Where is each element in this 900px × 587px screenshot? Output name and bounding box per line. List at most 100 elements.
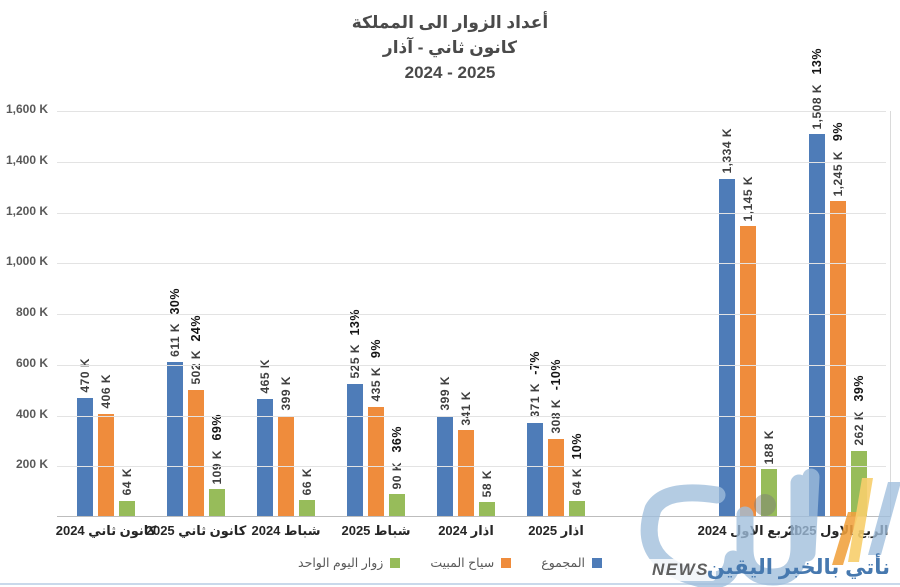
y-axis-label: 600 K: [15, 355, 48, 370]
bar-slot: 1,145 K: [740, 111, 756, 517]
bar-pct-label: 13%: [348, 308, 362, 336]
bar-group: 13% 525 K 9% 435 K 36% 90 K شباط 2025: [341, 111, 410, 538]
bar-one-day-visitors: [209, 489, 225, 517]
bar-label-stack: 36% 90 K: [390, 426, 404, 489]
bar-total: [167, 361, 183, 517]
gridline: [57, 466, 886, 468]
bar-group: 30% 611 K 24% 502 K 69% 109 K كانون ثاني 2025: [146, 111, 247, 538]
bar-slot: 36% 90 K: [389, 111, 405, 517]
bar-label-stack: 39% 262 K: [852, 375, 866, 445]
bar-value-label: 64 K: [120, 468, 134, 496]
legend-label: زوار اليوم الواحد: [298, 556, 384, 570]
bar-label-stack: -7% 371 K: [528, 351, 542, 418]
bar-total: [719, 178, 735, 517]
legend-swatch: [501, 557, 512, 568]
bar-overnight-tourists: [830, 201, 846, 517]
bar-label-stack: 341 K: [459, 391, 473, 426]
bar-value-label: 66 K: [300, 467, 314, 496]
bar-total: [347, 383, 363, 517]
x-axis-label: اذار 2024: [438, 523, 494, 538]
gridline: [57, 111, 886, 112]
bar-slot: 465 K: [257, 111, 273, 517]
bar-one-day-visitors: [851, 450, 867, 517]
bar-value-label: 1,245 K: [831, 150, 845, 197]
bar-label-stack: 66 K: [300, 468, 314, 495]
bar-slot: 9% 1,245 K: [830, 111, 846, 517]
bar-value-label: 399 K: [438, 376, 452, 411]
bar-slot: 58 K: [479, 111, 495, 517]
bar-value-label: 308 K: [549, 399, 563, 434]
y-axis-label: 200 K: [15, 457, 48, 472]
bar-label-stack: 69% 109 K: [210, 414, 224, 484]
legend: المجموع سياح المبيت زوار اليوم الواحد: [0, 555, 900, 570]
x-axis-label: كانون ثاني 2024: [55, 523, 157, 538]
watermark-news-label: NEWS: [645, 559, 716, 581]
gridline: [57, 263, 886, 265]
bar-group: -7% 371 K -10% 308 K 10% 64 K اذار 2025: [527, 111, 585, 538]
bottom-accent-line: [0, 583, 900, 585]
y-axis-label: 800 K: [15, 305, 48, 319]
bar-slot: 66 K: [299, 111, 315, 517]
bar-label-stack: 406 K: [99, 374, 113, 409]
bar-overnight-tourists: [458, 430, 474, 517]
bar-slot: -7% 371 K: [527, 111, 543, 517]
bar-pct-label: 69%: [210, 414, 224, 441]
chart-title-line-2: كانون ثاني - آذار: [382, 38, 518, 57]
y-axis-label: 1,000 K: [5, 254, 48, 269]
bar-pct-label: 36%: [390, 426, 404, 453]
bar-slot: 1,334 K: [719, 111, 735, 517]
bar-value-label: 611 K: [168, 323, 182, 357]
bar-group: 13% 1,508 K 9% 1,245 K 39% 262 K الربع الاول 2…: [788, 48, 889, 538]
bar-overnight-tourists: [740, 226, 756, 517]
bar-value-label: 371 K: [528, 383, 542, 418]
bar-one-day-visitors: [761, 469, 777, 517]
y-axis-label: 400 K: [15, 406, 48, 421]
gridline: [57, 314, 886, 315]
legend-label: سياح المبيت: [430, 556, 495, 570]
y-axis-label: 1,600 K: [5, 102, 48, 116]
bar-pct-label: 30%: [168, 287, 182, 315]
bar-overnight-tourists: [98, 413, 114, 517]
bar-label-stack: 58 K: [480, 470, 494, 497]
gridline: [57, 161, 886, 163]
bar-value-label: 525 K: [348, 344, 362, 379]
bar-one-day-visitors: [389, 494, 405, 517]
y-axis-label: 1,200 K: [5, 203, 48, 218]
bar-slot: 69% 109 K: [209, 111, 225, 517]
bar-total: [809, 134, 825, 517]
bar-total: [77, 397, 93, 517]
bar-slot: 406 K: [98, 111, 114, 517]
bar-slot: 64 K: [119, 111, 135, 517]
bar-overnight-tourists: [368, 406, 384, 517]
bar-slot: 13% 525 K: [347, 111, 363, 517]
bar-label-stack: 30% 611 K: [168, 288, 182, 357]
bar-value-label: 470 K: [78, 358, 92, 393]
legend-swatch: [591, 557, 602, 568]
bar-one-day-visitors: [299, 500, 315, 517]
bar-total: [527, 422, 543, 517]
chart-title-line-1: أعداد الزوار الى المملكة: [351, 13, 549, 32]
bar-slot: 13% 1,508 K: [809, 48, 825, 517]
x-axis-label: كانون ثاني 2025: [145, 523, 247, 538]
bar-pct-label: 9%: [369, 339, 383, 359]
bar-label-stack: 1,334 K: [720, 128, 734, 174]
bar-pct-label: 24%: [189, 314, 203, 342]
bar-pct-label: 39%: [852, 375, 866, 402]
bar-label-stack: 64 K: [120, 468, 134, 495]
plot-area: 470 K 406 K 64 K كانون ثاني 2024 30% 611 K 24%…: [56, 48, 891, 538]
gridline: [57, 364, 886, 366]
gridline: [57, 415, 886, 417]
bar-one-day-visitors: [119, 500, 135, 517]
bar-label-stack: 9% 1,245 K: [831, 122, 845, 196]
chart-title-line-3: 2025 - 2024: [404, 63, 496, 82]
bar-slot: 470 K: [77, 111, 93, 517]
bar-label-stack: -10% 308 K: [549, 359, 563, 434]
bar-value-label: 188 K: [762, 429, 776, 465]
x-axis-label: الربع الاول 2024: [697, 523, 799, 538]
bar-overnight-tourists: [188, 389, 204, 517]
bar-groups: 470 K 406 K 64 K كانون ثاني 2024 30% 611 K 24%…: [56, 48, 890, 538]
legend-item: المجموع: [541, 555, 602, 570]
bar-label-stack: 13% 525 K: [348, 309, 362, 379]
bar-label-stack: 470 K: [78, 358, 92, 393]
bar-slot: 24% 502 K: [188, 111, 204, 517]
